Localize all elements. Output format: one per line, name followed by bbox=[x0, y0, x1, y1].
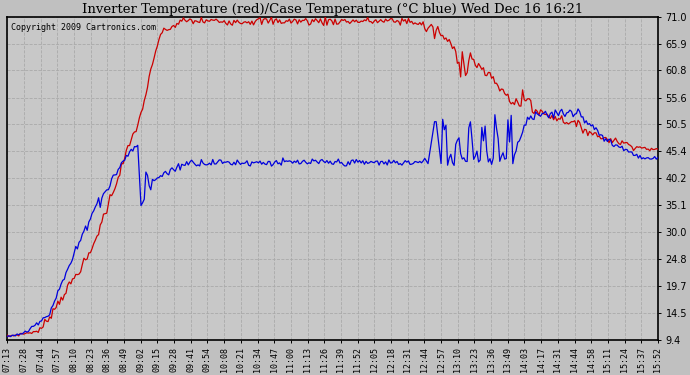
Title: Inverter Temperature (red)/Case Temperature (°C blue) Wed Dec 16 16:21: Inverter Temperature (red)/Case Temperat… bbox=[82, 3, 583, 16]
Text: Copyright 2009 Cartronics.com: Copyright 2009 Cartronics.com bbox=[10, 23, 155, 32]
